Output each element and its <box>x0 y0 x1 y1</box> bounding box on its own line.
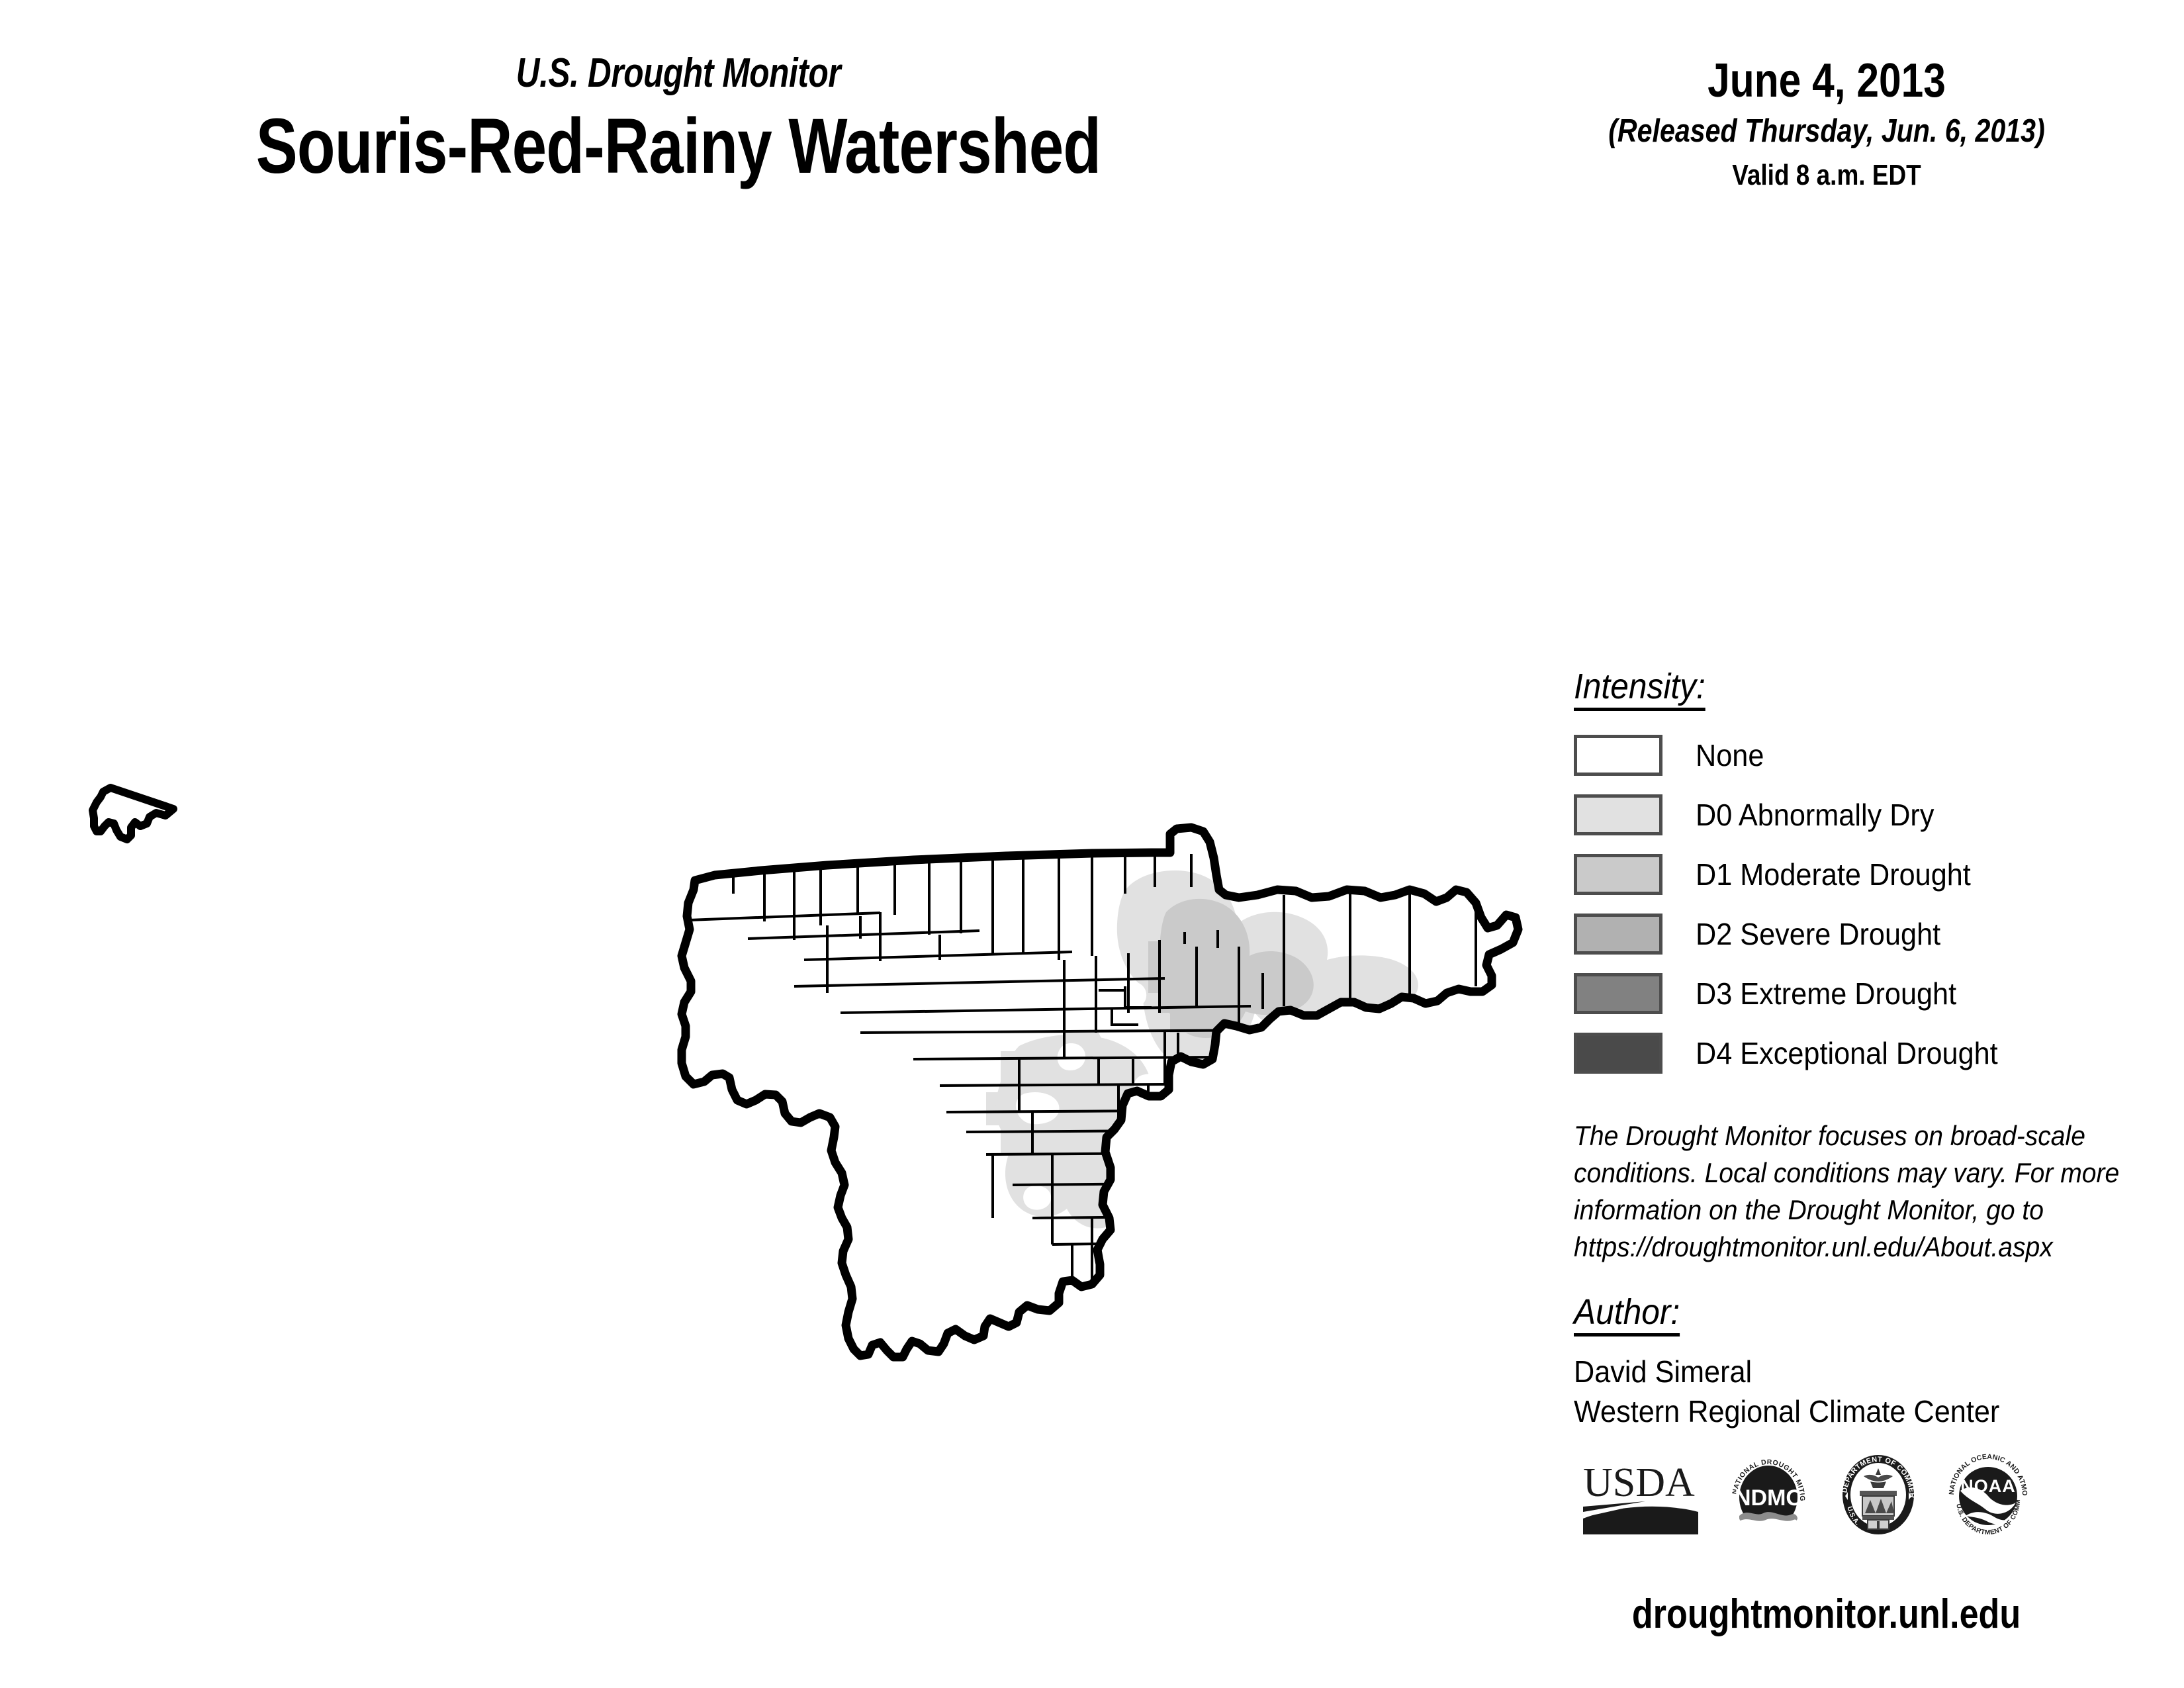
date-block: June 4, 2013 (Released Thursday, Jun. 6,… <box>1549 57 2105 190</box>
svg-text:NDMC: NDMC <box>1735 1485 1802 1511</box>
legend-swatch-d1 <box>1574 854 1662 895</box>
author-block: Author: David Simeral Western Regional C… <box>1574 1294 2103 1427</box>
legend-label-d1: D1 Moderate Drought <box>1696 857 1971 892</box>
author-affiliation: Western Regional Climate Center <box>1574 1394 2000 1429</box>
legend-label-d0: D0 Abnormally Dry <box>1696 798 1934 832</box>
svg-text:USDA: USDA <box>1583 1460 1695 1505</box>
svg-text:NOAA: NOAA <box>1960 1476 2016 1496</box>
legend-swatch-d4 <box>1574 1033 1662 1074</box>
disclaimer: The Drought Monitor focuses on broad-sca… <box>1574 1117 2120 1265</box>
legend-label-d2: D2 Severe Drought <box>1696 917 1941 951</box>
legend-item-d0[interactable]: D0 Abnormally Dry <box>1574 785 2103 845</box>
kicker-title: U.S. Drought Monitor <box>516 50 841 96</box>
noaa-logo[interactable]: NATIONAL OCEANIC AND ATMOSPHERIC ADMINIS… <box>1943 1446 2030 1540</box>
legend-item-d4[interactable]: D4 Exceptional Drought <box>1574 1023 2103 1083</box>
logo-row: USDA NATIONAL DROUGHT MITIGATION CENTER … <box>1582 1442 2111 1551</box>
legend-label-d3: D3 Extreme Drought <box>1696 976 1957 1011</box>
usda-logo[interactable]: USDA <box>1582 1455 1700 1538</box>
watershed-map-svg <box>89 784 1523 1362</box>
legend-heading: Intensity: <box>1574 669 1706 711</box>
ndmc-logo[interactable]: NATIONAL DROUGHT MITIGATION CENTER NDMC <box>1723 1446 1811 1540</box>
footer-url-text: droughtmonitor.unl.edu <box>1632 1591 2021 1637</box>
dept-of-commerce-logo[interactable]: DEPARTMENT OF COMMERCE U.S.A. <box>1835 1446 1919 1540</box>
watershed-map <box>89 784 1523 1362</box>
disclaimer-url[interactable]: https://droughtmonitor.unl.edu/About.asp… <box>1574 1231 2053 1262</box>
legend-item-d2[interactable]: D2 Severe Drought <box>1574 904 2103 964</box>
legend-swatch-none <box>1574 735 1662 776</box>
legend-item-none[interactable]: None <box>1574 726 2103 785</box>
page-title: Souris-Red-Rainy Watershed <box>255 103 1101 190</box>
legend-label-none: None <box>1696 738 1764 773</box>
drought-hole-south-e <box>1023 1186 1052 1210</box>
author-name: David Simeral <box>1574 1354 1752 1389</box>
legend-rows: None D0 Abnormally Dry D1 Moderate Droug… <box>1574 726 2103 1083</box>
watershed-fragment-west <box>89 784 177 843</box>
title-block: U.S. Drought Monitor Souris-Red-Rainy Wa… <box>0 53 1357 188</box>
legend: Intensity: None D0 Abnormally Dry D1 Mod… <box>1574 669 2103 1083</box>
legend-label-d4: D4 Exceptional Drought <box>1696 1036 1998 1070</box>
drought-hole-south-b <box>1015 1092 1060 1125</box>
release-date: (Released Thursday, Jun. 6, 2013) <box>1608 113 2045 149</box>
legend-swatch-d2 <box>1574 914 1662 955</box>
drought-hole-south-d <box>1116 1132 1147 1161</box>
watershed-outline <box>677 823 1523 1362</box>
legend-item-d1[interactable]: D1 Moderate Drought <box>1574 845 2103 904</box>
footer-url[interactable]: droughtmonitor.unl.edu <box>1549 1594 2105 1635</box>
disclaimer-line-1: The Drought Monitor focuses on broad-sca… <box>1574 1120 2085 1151</box>
legend-swatch-d3 <box>1574 973 1662 1014</box>
legend-item-d3[interactable]: D3 Extreme Drought <box>1574 964 2103 1023</box>
valid-date: June 4, 2013 <box>1707 54 1946 107</box>
author-heading: Author: <box>1574 1294 1680 1336</box>
disclaimer-line-3: information on the Drought Monitor, go t… <box>1574 1194 2044 1225</box>
drought-hole-north-a <box>1115 981 1147 1009</box>
valid-time: Valid 8 a.m. EDT <box>1732 159 1921 191</box>
disclaimer-line-2: conditions. Local conditions may vary. F… <box>1574 1156 2120 1188</box>
legend-swatch-d0 <box>1574 794 1662 835</box>
